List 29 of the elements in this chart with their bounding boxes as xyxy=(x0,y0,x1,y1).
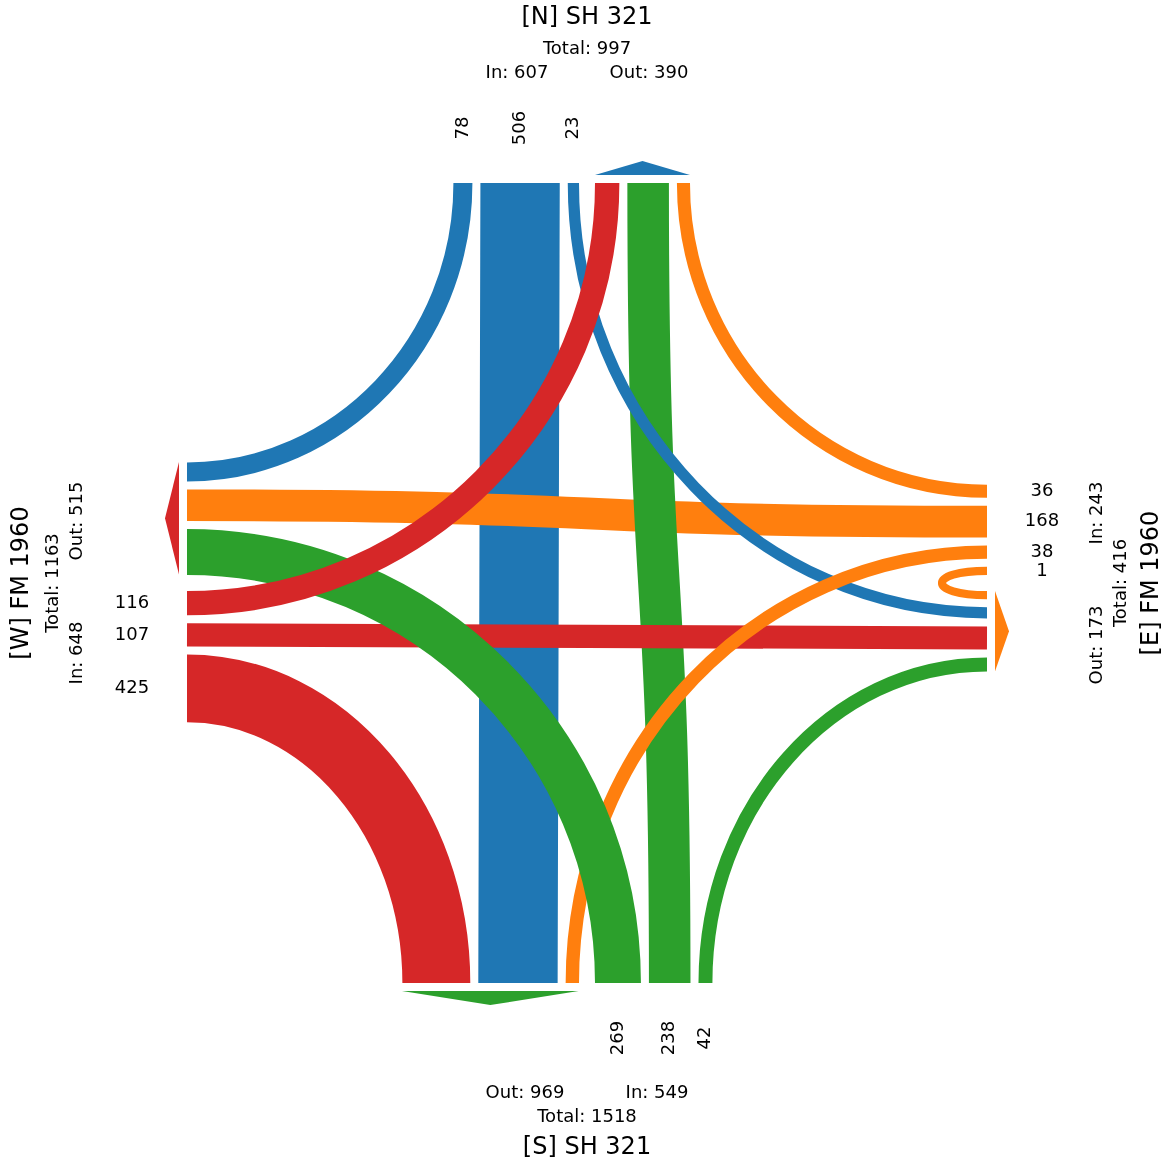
text: Out: 969 xyxy=(485,1080,565,1102)
text: In: 243 xyxy=(1084,481,1106,545)
text: Total: 997 xyxy=(541,36,632,58)
data-label: 238 xyxy=(657,1020,679,1056)
text: In: 549 xyxy=(625,1080,689,1102)
data-label: 1 xyxy=(1036,558,1048,580)
data-label: 168 xyxy=(1024,509,1060,531)
category-label: [W] FM 1960 xyxy=(6,506,35,660)
data-label: 36 xyxy=(1030,478,1054,500)
category-label: [N] SH 321 xyxy=(521,2,653,31)
data-label: 269 xyxy=(605,1020,627,1056)
data-label: 42 xyxy=(693,1026,715,1050)
category-label: [S] SH 321 xyxy=(522,1132,652,1158)
text: Total: 1518 xyxy=(536,1104,637,1126)
data-label: 506 xyxy=(507,110,529,146)
text: Total: 1163 xyxy=(40,533,62,634)
data-label: 78 xyxy=(450,116,472,140)
text: In: 607 xyxy=(485,60,549,82)
text: Out: 515 xyxy=(64,481,86,561)
text: Out: 173 xyxy=(1084,605,1106,685)
data-label: 116 xyxy=(114,590,150,612)
data-label: 425 xyxy=(114,676,150,698)
data-label: 107 xyxy=(114,622,150,644)
text: In: 648 xyxy=(64,621,86,685)
text: Total: 416 xyxy=(1108,538,1130,629)
data-label: 23 xyxy=(561,116,583,140)
data-label: 38 xyxy=(1030,539,1054,561)
text: Out: 390 xyxy=(609,60,689,82)
category-label: [E] FM 1960 xyxy=(1136,510,1164,656)
